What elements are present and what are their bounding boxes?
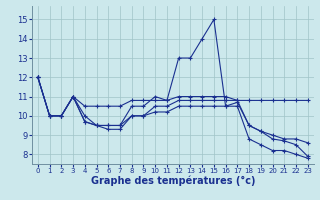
X-axis label: Graphe des températures (°c): Graphe des températures (°c) xyxy=(91,176,255,186)
